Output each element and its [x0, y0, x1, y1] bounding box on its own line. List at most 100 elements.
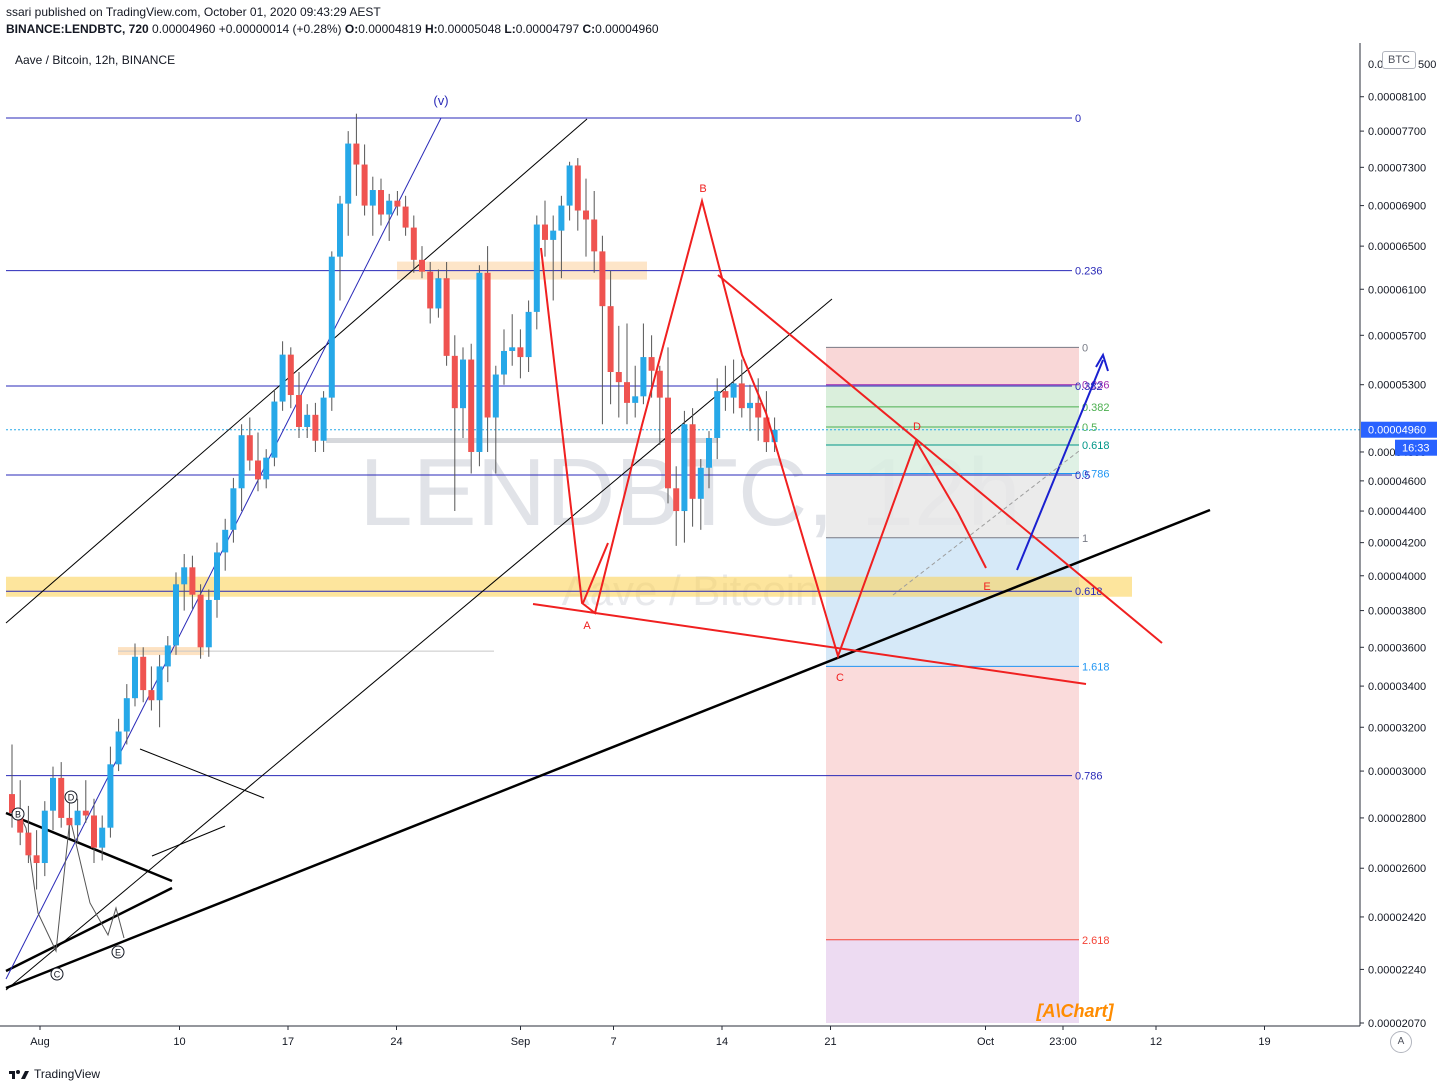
price-tick-top-suffix: 500 [1418, 59, 1436, 71]
candle-up [550, 230, 557, 240]
price-tick-label: 0.00004600 [1368, 476, 1426, 488]
candle-up [41, 810, 48, 864]
countdown-badge [1395, 439, 1437, 456]
time-tick-label: 7 [610, 1036, 616, 1048]
candle-up [369, 190, 376, 206]
price-tick-label: 0.00002600 [1368, 863, 1426, 875]
price-chart-svg[interactable]: LENDBTC, 12hAave / Bitcoin00.2360.3820.5… [0, 43, 1440, 1063]
candle-up [632, 396, 639, 403]
candle-up [345, 143, 352, 204]
candle-up [99, 827, 106, 848]
time-tick-label: Sep [511, 1036, 531, 1048]
pattern-a-leg [582, 542, 609, 604]
candle-up [271, 401, 278, 458]
price-tick-label: 0.00004400 [1368, 506, 1426, 518]
price-tick-label: 0.00004200 [1368, 538, 1426, 550]
candle-down [468, 359, 475, 452]
price-tick-label: 0.00006900 [1368, 201, 1426, 213]
triangle-top-line [5, 811, 173, 883]
flag-top-line [139, 748, 265, 799]
triangle-bottom-line [5, 886, 173, 973]
high-value: 0.00005048 [437, 22, 502, 36]
candle-up [706, 437, 712, 468]
wave-circle-label-e: E [115, 948, 121, 958]
time-tick-label: Oct [977, 1036, 994, 1048]
candle-up [263, 457, 270, 480]
candle-down [91, 815, 97, 848]
pattern-upper-line [717, 274, 1163, 644]
candle-up [501, 350, 507, 375]
countdown-badge-label: 16:33 [1402, 443, 1430, 455]
pattern-label-e: E [983, 581, 990, 593]
fib-extension-zone [826, 347, 1079, 385]
candle-up [230, 488, 237, 530]
candle-down [763, 417, 770, 443]
time-tick-label: 24 [390, 1036, 402, 1048]
wave-circle-label-d: D [68, 793, 75, 803]
footer-brand[interactable]: TradingView [8, 1067, 100, 1081]
fib-extension-label: 0 [1082, 342, 1088, 354]
candle-up [214, 552, 220, 600]
candle-down [82, 810, 89, 816]
fib-extension-zone [826, 384, 1079, 407]
candle-up [771, 429, 778, 443]
fib-extension-zone [826, 939, 1079, 1023]
fib-extension-label: 1 [1082, 533, 1088, 545]
fib-extension-label: 2.618 [1082, 935, 1110, 947]
tradingview-logo-icon [9, 1070, 29, 1079]
last-price: 0.00004960 [152, 22, 216, 36]
candle-up [558, 205, 565, 231]
publisher-line: ssari published on TradingView.com, Octo… [6, 5, 381, 19]
candle-up [435, 278, 442, 309]
candle-up [640, 357, 647, 397]
candle-down [148, 690, 155, 701]
currency-badge[interactable]: BTC [1382, 51, 1416, 69]
wave-circle-e [111, 945, 125, 959]
auto-scale-button[interactable]: A [1390, 1031, 1412, 1053]
candle-down [410, 227, 417, 260]
price-tick-label: 0.00008100 [1368, 92, 1426, 104]
candle-up [460, 359, 466, 409]
symbol-label[interactable]: BINANCE:LENDBTC, 720 [6, 22, 149, 36]
price-tick-label: 0.00002240 [1368, 964, 1426, 976]
candle-up [164, 645, 171, 667]
candle-down [599, 251, 606, 307]
time-tick-label: Aug [30, 1036, 50, 1048]
candle-up [222, 529, 229, 553]
candle-down [66, 817, 73, 826]
candle-down [197, 594, 204, 648]
candle-up [181, 567, 188, 585]
candle-up [107, 764, 114, 828]
wave-circle-b [11, 807, 25, 821]
candle-down [755, 402, 762, 418]
fib-extension-zone [826, 473, 1079, 538]
projection-arrow-line [1016, 359, 1104, 571]
open-label: O: [344, 22, 359, 36]
price-tick-label: 0.00002420 [1368, 912, 1426, 924]
candle-up [566, 165, 573, 206]
candle-up [115, 731, 122, 765]
time-tick-label: 21 [824, 1036, 836, 1048]
candle-up [714, 391, 721, 438]
candle-up [156, 666, 163, 701]
price-tick-label: 0.00003800 [1368, 606, 1426, 618]
candle-up [386, 200, 393, 215]
projection-arrow-head [1095, 352, 1109, 372]
pattern-label-b: B [699, 183, 706, 195]
chart-legend: Aave / Bitcoin, 12h, BINANCE [15, 53, 175, 67]
candle-up [533, 224, 540, 312]
major-trendline [5, 508, 1211, 990]
price-tick-label: 0.00003400 [1368, 681, 1426, 693]
symbol-ohlc-line: BINANCE:LENDBTC, 720 0.00004960 +0.00000… [6, 22, 659, 36]
candle-down [353, 143, 360, 165]
candle-up [337, 203, 343, 257]
low-value: 0.00004797 [515, 22, 580, 36]
candle-up [320, 397, 327, 441]
extension-diagonal [892, 450, 1080, 596]
time-tick-label: 19 [1258, 1036, 1270, 1048]
chart-area[interactable]: LENDBTC, 12hAave / Bitcoin00.2360.3820.5… [0, 43, 1440, 1063]
watermark-bar [326, 438, 718, 443]
fib-retracement-label: 0.618 [1075, 586, 1103, 598]
flag-bottom-line [151, 825, 226, 857]
candle-down [246, 435, 253, 461]
